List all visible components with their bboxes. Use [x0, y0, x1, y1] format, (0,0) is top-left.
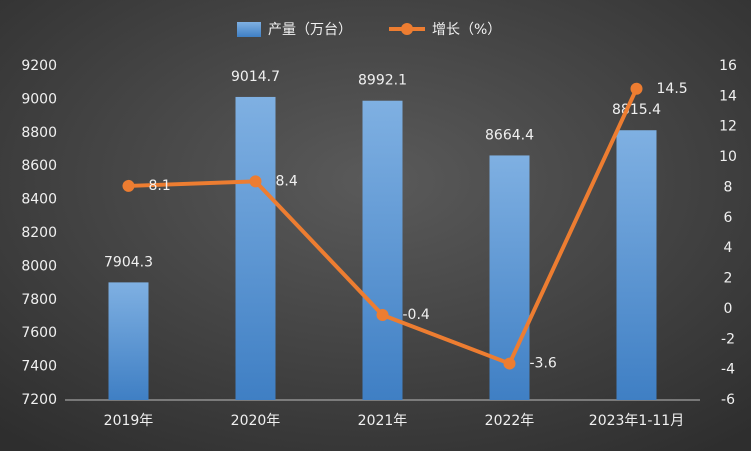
bar-value-label: 8664.4 [485, 127, 534, 143]
y2-tick-label: -4 [721, 362, 735, 378]
bar [108, 282, 149, 400]
bar-value-label: 7904.3 [104, 254, 153, 270]
y-tick-label: 7200 [21, 392, 57, 408]
line-value-label: 8.1 [149, 178, 171, 194]
line-marker [249, 175, 262, 188]
y-tick-label: 7400 [21, 359, 57, 375]
legend-label: 增长（%） [432, 22, 501, 38]
legend-swatch [237, 22, 261, 37]
y2-tick-label: 8 [724, 179, 733, 195]
x-tick-label: 2023年1-11月 [589, 413, 684, 429]
y-tick-label: 7600 [21, 325, 57, 341]
y-tick-label: 8400 [21, 192, 57, 208]
x-tick-label: 2019年 [104, 413, 154, 429]
y-tick-label: 7800 [21, 292, 57, 308]
y-tick-label: 8800 [21, 125, 57, 141]
y2-tick-label: -6 [721, 392, 735, 408]
bar [362, 100, 403, 400]
bar-value-label: 8815.4 [612, 102, 661, 118]
y2-tick-label: 10 [719, 149, 737, 165]
x-tick-label: 2022年 [485, 413, 535, 429]
line-value-label: 14.5 [657, 81, 688, 97]
y2-tick-label: 6 [724, 210, 733, 226]
y2-tick-label: 12 [719, 119, 737, 135]
x-tick-label: 2020年 [231, 413, 281, 429]
bar [235, 96, 276, 400]
y2-tick-label: -2 [721, 331, 735, 347]
y-tick-label: 9000 [21, 91, 57, 107]
line-value-label: -0.4 [403, 307, 430, 323]
bar-value-label: 8992.1 [358, 73, 407, 89]
x-tick-label: 2021年 [358, 413, 408, 429]
y2-tick-label: 16 [719, 58, 737, 74]
y2-tick-label: 14 [719, 88, 737, 104]
bar-value-label: 9014.7 [231, 69, 280, 85]
y-tick-label: 9200 [21, 58, 57, 74]
line-marker [503, 357, 516, 370]
line-marker [122, 179, 135, 192]
y2-tick-label: 2 [724, 271, 733, 287]
legend-swatch [401, 23, 413, 35]
bar [616, 130, 657, 400]
y2-tick-label: 4 [724, 240, 733, 256]
line-marker [376, 308, 389, 321]
y-tick-label: 8200 [21, 225, 57, 241]
line-value-label: -3.6 [530, 356, 557, 372]
y-tick-label: 8600 [21, 158, 57, 174]
line-marker [630, 82, 643, 95]
legend-label: 产量（万台） [268, 22, 352, 38]
y-tick-label: 8000 [21, 258, 57, 274]
y2-tick-label: 0 [724, 301, 733, 317]
line-value-label: 8.4 [276, 173, 298, 189]
